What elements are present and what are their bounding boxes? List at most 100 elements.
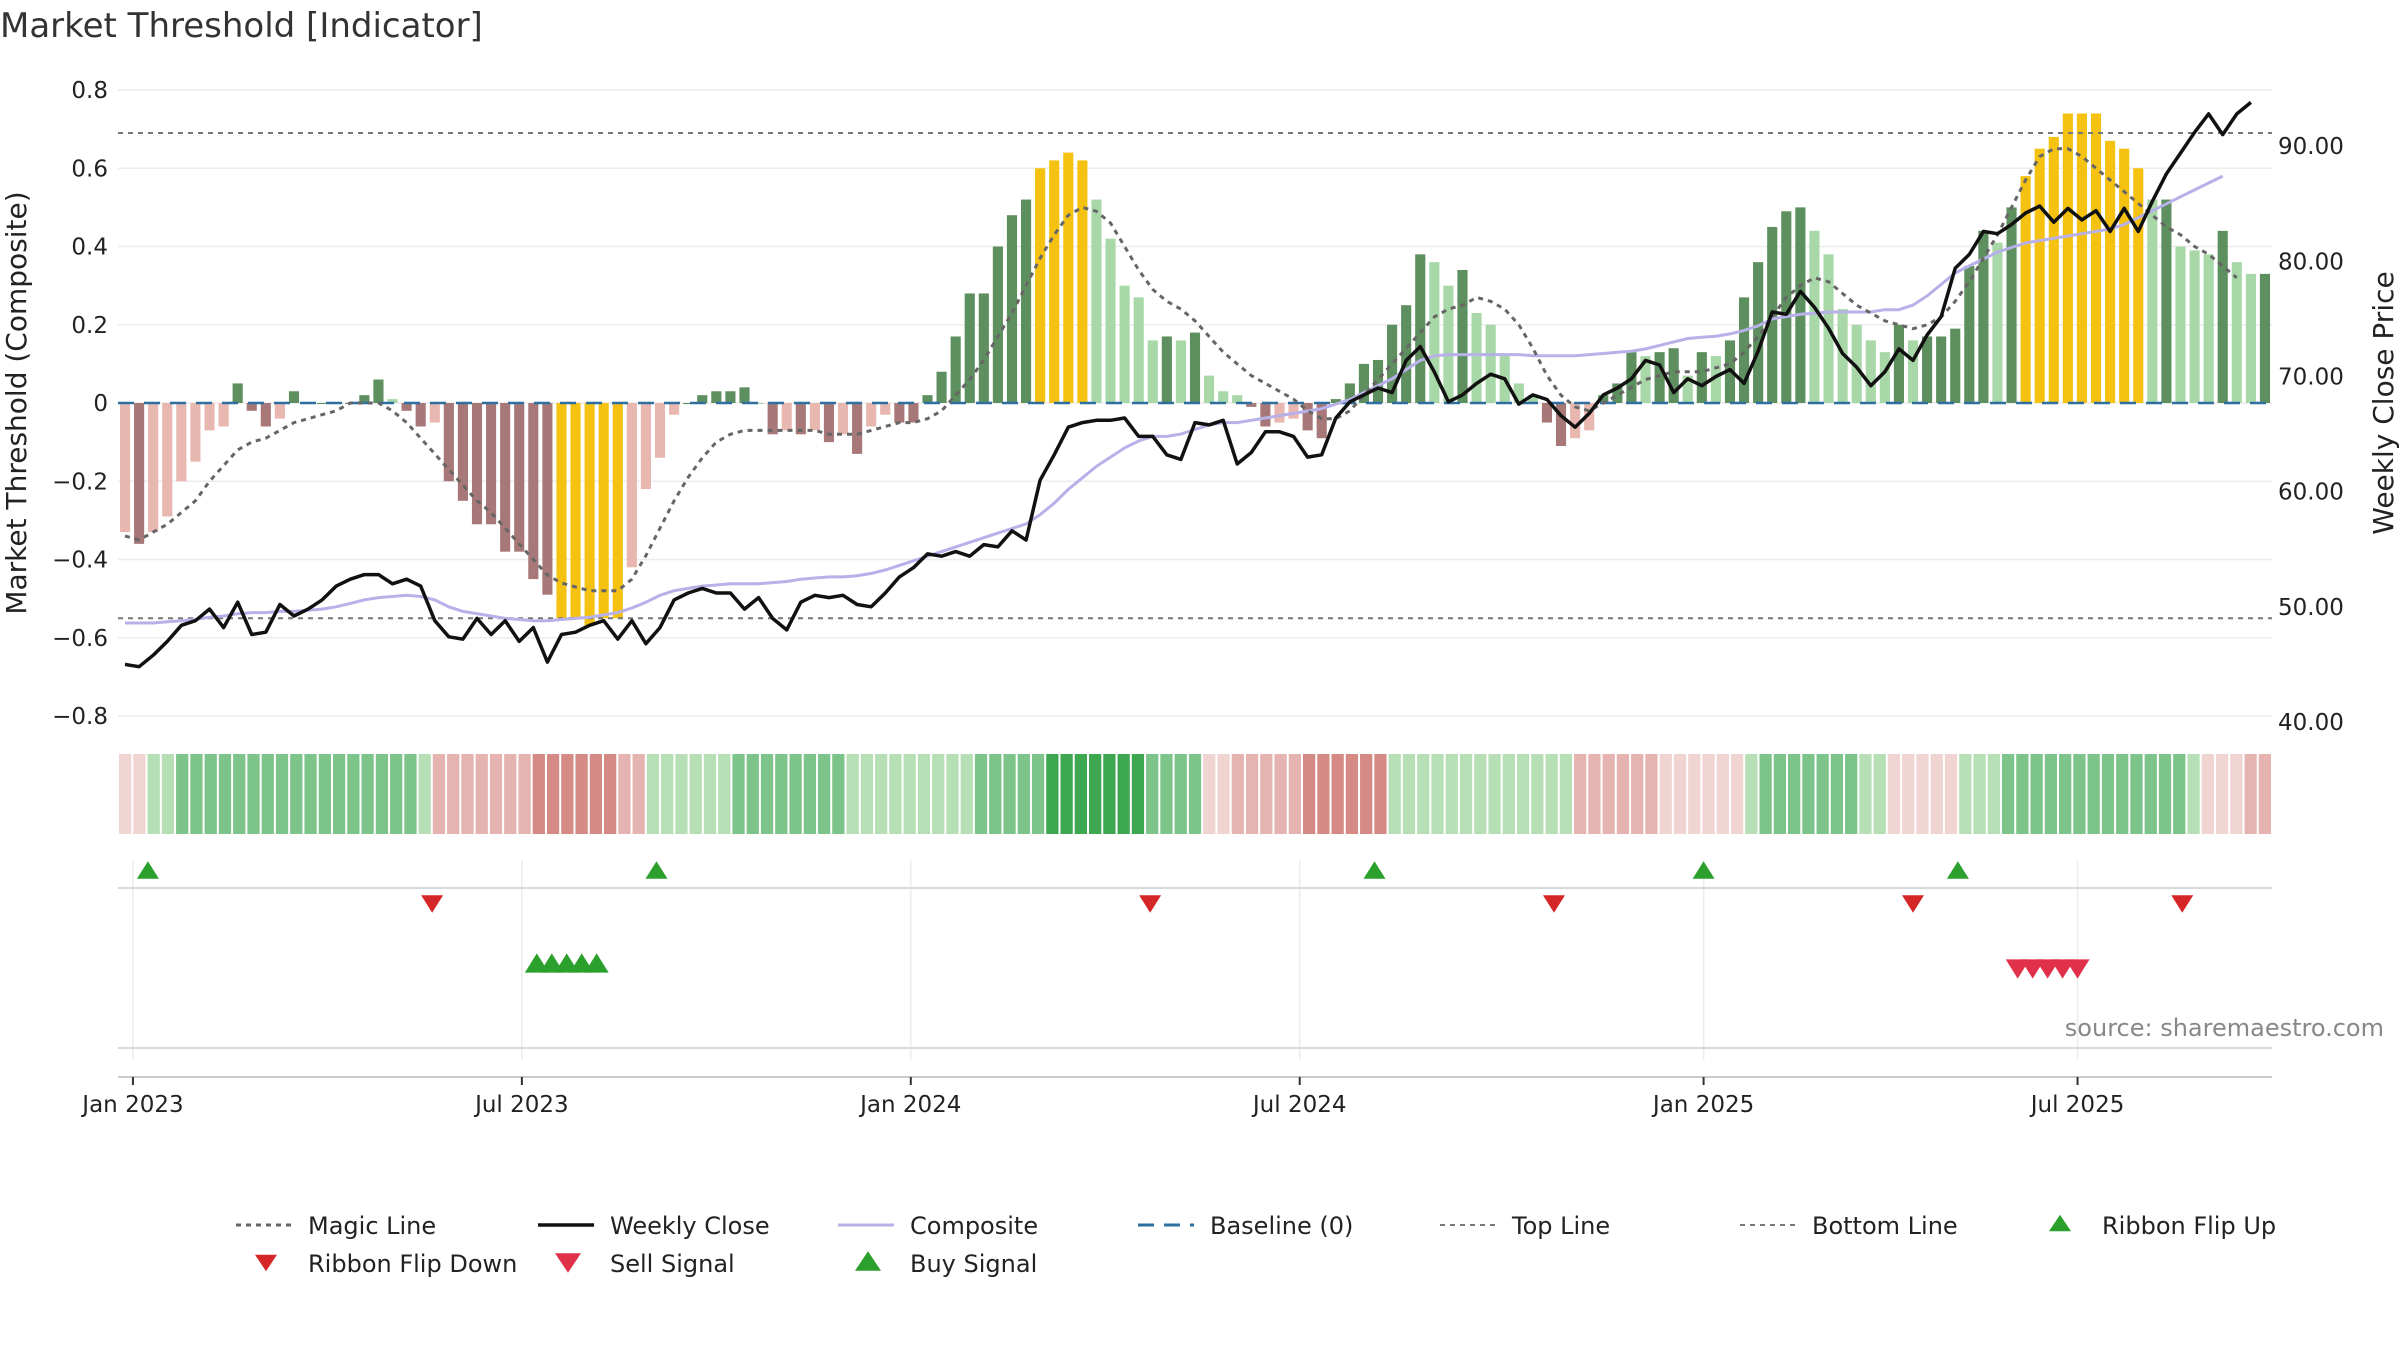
ribbon-cell xyxy=(1616,754,1630,834)
composite-bar xyxy=(162,403,173,517)
ribbon-cell xyxy=(2087,754,2100,834)
ribbon-cell xyxy=(204,754,217,834)
ribbon-flip-down-marker xyxy=(2171,895,2194,913)
composite-bar xyxy=(2161,199,2172,403)
ribbon-cell xyxy=(1873,754,1886,834)
composite-bar xyxy=(2090,113,2102,403)
ribbon-cell xyxy=(1431,754,1444,834)
composite-bar xyxy=(1232,395,1243,403)
composite-bar xyxy=(443,403,454,482)
composite-bar xyxy=(514,403,525,552)
composite-bar xyxy=(486,403,497,525)
composite-bar xyxy=(711,391,722,403)
ribbon-cell xyxy=(1902,754,1915,834)
composite-bar xyxy=(739,387,750,403)
legend-label: Top Line xyxy=(1511,1212,1610,1240)
ribbon-cell xyxy=(361,754,374,834)
ribbon-cell xyxy=(1802,754,1815,834)
ribbon-cell xyxy=(447,754,460,834)
ribbon-cell xyxy=(703,754,717,834)
legend-label: Baseline (0) xyxy=(1210,1212,1353,1240)
ribbon-cell xyxy=(1074,754,1088,834)
composite-bar xyxy=(1006,215,1018,403)
ribbon-cell xyxy=(675,754,688,834)
legend-label: Sell Signal xyxy=(610,1250,735,1278)
ribbon-cell xyxy=(1987,754,2000,834)
ribbon-cell xyxy=(489,754,503,834)
ribbon-cell xyxy=(247,754,260,834)
ribbon-cell xyxy=(1745,754,1758,834)
composite-bars xyxy=(119,113,2271,627)
legend-label: Bottom Line xyxy=(1812,1212,1958,1240)
composite-bar xyxy=(1401,305,1412,403)
legend-label: Buy Signal xyxy=(910,1250,1037,1278)
composite-bar xyxy=(274,403,285,419)
composite-bar xyxy=(1316,403,1327,439)
composite-bar xyxy=(1020,199,1032,403)
composite-bar xyxy=(2133,168,2144,403)
composite-bar xyxy=(922,395,933,403)
composite-bar xyxy=(992,246,1003,403)
ribbon-cell xyxy=(974,754,988,834)
left-tick-label: −0.8 xyxy=(52,704,108,730)
composite-bar xyxy=(1710,356,1721,403)
ribbon-cell xyxy=(261,754,274,834)
ribbon-cell xyxy=(2187,754,2200,834)
composite-bar xyxy=(1922,336,1933,403)
ribbon-cell xyxy=(161,754,175,834)
composite-bar xyxy=(1372,359,1384,403)
ribbon-cell xyxy=(119,754,132,834)
legend-label: Composite xyxy=(910,1212,1038,1240)
right-tick-label: 50.00 xyxy=(2278,595,2344,621)
composite-bar xyxy=(500,403,511,552)
composite-bar xyxy=(204,403,215,431)
ribbon-cell xyxy=(1516,754,1530,834)
trend-ribbon xyxy=(119,754,2271,834)
ribbon-cell xyxy=(760,754,774,834)
ribbon-cell xyxy=(1759,754,1772,834)
ribbon-cell xyxy=(1545,754,1558,834)
ribbon-cell xyxy=(1787,754,1801,834)
composite-bar xyxy=(1344,383,1355,403)
ribbon-cell xyxy=(1445,754,1458,834)
ribbon-cell xyxy=(2016,754,2029,834)
composite-bar xyxy=(852,403,863,454)
ribbon-cell xyxy=(1417,754,1430,834)
ribbon-cell xyxy=(2144,754,2157,834)
composite-bar xyxy=(626,403,637,568)
ribbon-cell xyxy=(2258,754,2271,834)
composite-bar xyxy=(542,403,553,595)
x-tick-label: Jan 2024 xyxy=(858,1092,961,1118)
ribbon-cell xyxy=(1959,754,1972,834)
left-tick-label: 0.4 xyxy=(71,235,108,261)
ribbon-cell xyxy=(1531,754,1544,834)
y-axis-label-right: Weekly Close Price xyxy=(2367,271,2400,534)
composite-bar xyxy=(2217,230,2228,403)
ribbon-cell xyxy=(2215,754,2229,834)
left-tick-label: −0.4 xyxy=(52,548,108,574)
ribbon-cell xyxy=(176,754,189,834)
ribbon-cell xyxy=(1659,754,1672,834)
composite-bar xyxy=(725,391,736,403)
composite-bar xyxy=(1570,403,1581,439)
ribbon-cell xyxy=(689,754,702,834)
ribbon-cell xyxy=(903,754,916,834)
ribbon-cell xyxy=(233,754,246,834)
composite-bar xyxy=(640,403,652,490)
x-tick-label: Jan 2025 xyxy=(1651,1092,1754,1118)
composite-bar xyxy=(1133,297,1144,403)
composite-bar xyxy=(1555,403,1567,447)
ribbon-cell xyxy=(1345,754,1359,834)
composite-bar xyxy=(1541,403,1553,423)
composite-bar xyxy=(1738,297,1750,403)
magic-line xyxy=(124,147,2238,593)
composite-bar xyxy=(246,403,257,411)
ribbon-cell xyxy=(917,754,931,834)
legend-label: Magic Line xyxy=(308,1212,436,1240)
ribbon-cell xyxy=(1488,754,1501,834)
ribbon-cell xyxy=(1930,754,1943,834)
composite-bar xyxy=(528,403,539,580)
ribbon-cell xyxy=(1773,754,1786,834)
composite-bar xyxy=(2034,148,2045,403)
composite-bar xyxy=(288,391,300,403)
